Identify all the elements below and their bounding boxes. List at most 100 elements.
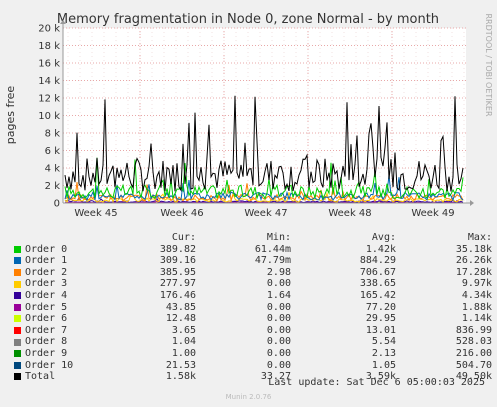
- legend-row: Order 10 21.53 0.00 1.05 504.70: [14, 360, 494, 372]
- legend-label: Order 2: [14, 267, 110, 279]
- chart-title: Memory fragmentation in Node 0, zone Nor…: [57, 12, 439, 27]
- legend-label: Order 9: [14, 348, 110, 360]
- legend-label: Order 3: [14, 278, 110, 290]
- avg-value: 165.42: [359, 289, 396, 301]
- avg-value: 29.95: [365, 313, 396, 325]
- cur-value: 277.97: [159, 278, 196, 290]
- legend-label: Order 10: [14, 360, 110, 372]
- series-name: Order 8: [25, 336, 68, 348]
- legend-table: Cur: Min: Avg: Max: Order 0 389.82 61.44m 1…: [14, 232, 494, 383]
- x-tick-label: Week 47: [244, 208, 287, 219]
- legend-row: Order 7 3.65 0.00 13.01 836.99: [14, 325, 494, 337]
- min-value: 0.00: [266, 336, 291, 348]
- legend-label: Order 0: [14, 244, 110, 256]
- max-value: 49.50k: [455, 371, 492, 383]
- avg-value: 5.54: [371, 336, 396, 348]
- legend-row: Order 9 1.00 0.00 2.13 216.00: [14, 348, 494, 360]
- min-value: 2.98: [266, 266, 291, 278]
- y-tick-label: 6 k: [45, 146, 61, 157]
- munin-version: Munin 2.0.76: [225, 393, 272, 401]
- series-line: [64, 175, 464, 202]
- cur-header: Cur:: [171, 232, 196, 243]
- y-tick-label: 2 k: [45, 181, 61, 192]
- max-value: 4.34k: [461, 289, 492, 301]
- series-line: [64, 95, 464, 192]
- avg-value: 1.42k: [365, 243, 396, 255]
- rrdtool-label: RRDTOOL / TOBI OETIKER: [484, 13, 493, 116]
- series-name: Order 9: [25, 347, 68, 359]
- avg-value: 3.59k: [365, 371, 396, 383]
- series-name: Order 7: [25, 324, 68, 336]
- legend-swatch: [14, 269, 21, 277]
- avg-value: 338.65: [359, 278, 396, 290]
- legend-row: Total 1.58k 33.27 3.59k 49.50k: [14, 371, 494, 383]
- x-tick-label: Week 45: [74, 208, 117, 219]
- legend-row: Order 2 385.95 2.98 706.67 17.28k: [14, 267, 494, 279]
- cur-value: 176.46: [159, 289, 196, 301]
- min-value: 1.64: [266, 289, 291, 301]
- max-value: 35.18k: [455, 243, 492, 255]
- legend-label: Order 4: [14, 290, 110, 302]
- min-value: 0.00: [266, 313, 291, 325]
- series-name: Order 2: [25, 266, 68, 278]
- legend-swatch: [14, 257, 21, 265]
- legend-swatch: [14, 350, 21, 358]
- max-value: 26.26k: [455, 255, 492, 267]
- legend-row: Order 0 389.82 61.44m 1.42k 35.18k: [14, 244, 494, 256]
- max-value: 528.03: [455, 336, 492, 348]
- series-name: Order 1: [25, 255, 68, 267]
- avg-value: 706.67: [359, 266, 396, 278]
- avg-value: 1.05: [371, 359, 396, 371]
- legend-swatch: [14, 373, 21, 381]
- series-name: Order 4: [25, 289, 68, 301]
- y-tick-label: 18 k: [38, 41, 60, 52]
- min-value: 0.00: [266, 301, 291, 313]
- max-value: 216.00: [455, 347, 492, 359]
- series-name: Total: [25, 371, 56, 383]
- legend-row: Order 5 43.85 0.00 77.20 1.88k: [14, 302, 494, 314]
- cur-value: 21.53: [165, 359, 196, 371]
- max-value: 9.97k: [461, 278, 492, 290]
- min-header: Min:: [266, 232, 291, 243]
- min-value: 47.79m: [254, 255, 291, 267]
- min-value: 0.00: [266, 347, 291, 359]
- x-axis-arrow-icon: [470, 200, 474, 206]
- legend-label: Order 5: [14, 302, 110, 314]
- legend-label: Total: [14, 371, 110, 383]
- legend-row: Order 1 309.16 47.79m 884.29 26.26k: [14, 255, 494, 267]
- y-tick-label: 8 k: [45, 129, 61, 140]
- y-tick-label: 14 k: [38, 76, 60, 87]
- max-value: 504.70: [455, 359, 492, 371]
- legend-row: Order 3 277.97 0.00 338.65 9.97k: [14, 278, 494, 290]
- max-value: 1.88k: [461, 301, 492, 313]
- y-tick-label: 4 k: [45, 164, 61, 175]
- legend-swatch: [14, 361, 21, 369]
- max-value: 17.28k: [455, 266, 492, 278]
- series-line: [64, 157, 464, 201]
- legend-row: Order 4 176.46 1.64 165.42 4.34k: [14, 290, 494, 302]
- max-header: Max:: [467, 232, 492, 243]
- legend-swatch: [14, 338, 21, 346]
- avg-value: 2.13: [371, 347, 396, 359]
- legend-swatch: [14, 327, 21, 335]
- legend-header: Cur: Min: Avg: Max:: [14, 232, 494, 244]
- min-value: 33.27: [260, 371, 291, 383]
- y-tick-label: 20 k: [38, 24, 60, 35]
- cur-value: 12.48: [165, 313, 196, 325]
- legend-label: Order 7: [14, 325, 110, 337]
- y-tick-label: 16 k: [38, 59, 60, 70]
- avg-value: 13.01: [365, 324, 396, 336]
- legend-label: Order 1: [14, 255, 110, 267]
- y-tick-label: 10 k: [38, 111, 60, 122]
- max-value: 836.99: [455, 324, 492, 336]
- min-value: 61.44m: [254, 243, 291, 255]
- avg-value: 77.20: [365, 301, 396, 313]
- legend-swatch: [14, 280, 21, 288]
- x-tick-label: Week 46: [160, 208, 203, 219]
- last-update: Last update: Sat Dec 6 05:00:03 2025: [268, 377, 485, 388]
- avg-header: Avg:: [371, 232, 396, 243]
- legend-swatch: [14, 315, 21, 323]
- legend-row: Order 6 12.48 0.00 29.95 1.14k: [14, 313, 494, 325]
- cur-value: 1.58k: [165, 371, 196, 383]
- legend-label: Order 6: [14, 313, 110, 325]
